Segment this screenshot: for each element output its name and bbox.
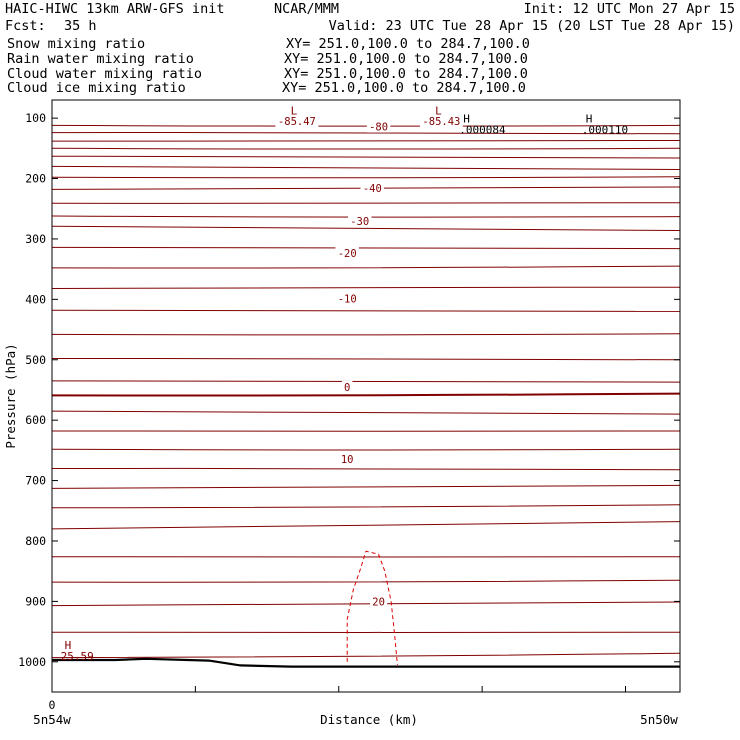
isotherm-line (51, 309, 681, 312)
terrain-line (52, 657, 680, 668)
rain-mixing-contour (346, 550, 398, 665)
x-axis (51, 686, 627, 692)
extremum-symbol: L (291, 105, 298, 118)
contour-label: -30 (350, 216, 369, 228)
contour-label: -80 (369, 122, 388, 134)
y-tick-label: 500 (25, 353, 46, 367)
contour-label-background (419, 115, 463, 128)
contour-label-background (370, 595, 388, 608)
isotherm-line (51, 601, 681, 607)
init-time: Init: 12 UTC Mon 27 Apr 15 (524, 1, 735, 17)
contour-label-background (360, 182, 384, 195)
y-tick-label: 400 (25, 292, 46, 306)
isotherm-line (51, 140, 681, 142)
contour-label: 0 (344, 382, 350, 394)
organization-label: NCAR/MMM (274, 1, 339, 17)
isotherm-line (51, 380, 681, 383)
x-left-endpoint-label: 5n54w (33, 712, 71, 727)
isotherm-line (51, 579, 681, 583)
field-name-cloud-ice: Cloud ice mixing ratio (7, 80, 186, 96)
y-tick-label: 200 (25, 172, 46, 186)
field-name-snow: Snow mixing ratio (7, 36, 145, 52)
extremum-symbol: H (586, 112, 593, 125)
y-axis-title: Pressure (hPa) (3, 343, 18, 448)
valid-time: Valid: 23 UTC Tue 28 Apr 15 (20 LST Tue … (329, 18, 735, 34)
y-tick-label: 100 (25, 111, 46, 125)
contour-labels: -85.47 -80 -85.43 -40 -30 -20 -10 0 10 20 (275, 115, 463, 608)
isotherm-line (51, 357, 681, 361)
forecast-hours: 35 h (64, 18, 97, 34)
isotherm-line (51, 155, 681, 159)
field-xy-cloud-water: XY= 251.0,100.0 to 284.7,100.0 (284, 66, 528, 82)
contour-label: -40 (363, 183, 382, 195)
isotherm-line (51, 124, 681, 127)
isotherm-line (51, 165, 681, 170)
contour-label: -20 (338, 248, 357, 260)
isotherm-line (51, 246, 681, 250)
x-right-endpoint-label: 5n50w (640, 712, 678, 727)
extremum-symbol: L (435, 105, 442, 118)
plot-frame (51, 99, 681, 693)
contour-label-background (338, 452, 356, 465)
field-name-rain: Rain water mixing ratio (7, 51, 194, 67)
extremum-value: .000084 (459, 123, 506, 136)
contour-label: -10 (338, 294, 357, 306)
isotherm-line (51, 132, 681, 135)
isotherm-line (51, 202, 681, 204)
isotherm-line (51, 410, 681, 415)
isotherm-line (51, 392, 681, 397)
isotherm-line (51, 467, 681, 471)
y-tick-label: 900 (25, 594, 46, 608)
isotherm-line (51, 286, 681, 289)
isotherm-contours (51, 124, 681, 659)
contour-label-background (335, 246, 359, 259)
forecast-label: Fcst: (5, 18, 46, 34)
contour-label-background (275, 115, 319, 128)
isotherm-line (51, 147, 681, 150)
x-zero-label: 0 (49, 698, 56, 712)
contour-label: 10 (341, 454, 354, 466)
extremum-value: .000110 (582, 123, 628, 136)
y-tick-label: 1000 (18, 655, 46, 669)
isotherm-line (51, 448, 681, 451)
isotherm-line (51, 521, 681, 530)
y-tick-label: 700 (25, 474, 46, 488)
isotherm-line (51, 265, 681, 269)
contour-label-background (335, 292, 359, 305)
rain-contours (346, 550, 398, 665)
y-tick-label: 600 (25, 413, 46, 427)
field-xy-rain: XY= 251.0,100.0 to 284.7,100.0 (284, 51, 528, 67)
field-xy-snow: XY= 251.0,100.0 to 284.7,100.0 (286, 36, 530, 52)
contour-label: -85.43 (422, 116, 460, 128)
field-xy-cloud-ice: XY= 251.0,100.0 to 284.7,100.0 (282, 80, 526, 96)
terrain-surface (52, 657, 680, 668)
isotherm-line (51, 333, 681, 336)
figure-header: HAIC-HIWC 13km ARW-GFS init NCAR/MMM Ini… (5, 1, 735, 96)
y-tick-label: 800 (25, 534, 46, 548)
model-title: HAIC-HIWC 13km ARW-GFS init (5, 1, 224, 17)
isotherm-line (51, 652, 681, 659)
isotherm-line (51, 176, 681, 179)
contour-label-background (366, 120, 391, 133)
isotherm-line (51, 504, 681, 509)
contour-label: -85.47 (278, 116, 316, 128)
y-tick-label: 300 (25, 232, 46, 246)
extremum-symbol: H (463, 112, 470, 125)
isotherm-line (51, 484, 681, 489)
contour-label-background (348, 214, 372, 227)
contour-label: 20 (372, 596, 385, 608)
x-axis-title: Distance (km) (320, 712, 418, 727)
extremum-symbol: H (65, 639, 72, 652)
field-name-cloud-water: Cloud water mixing ratio (7, 66, 202, 82)
extremum-value: 25.59 (61, 650, 94, 663)
contour-label-background (341, 380, 353, 393)
